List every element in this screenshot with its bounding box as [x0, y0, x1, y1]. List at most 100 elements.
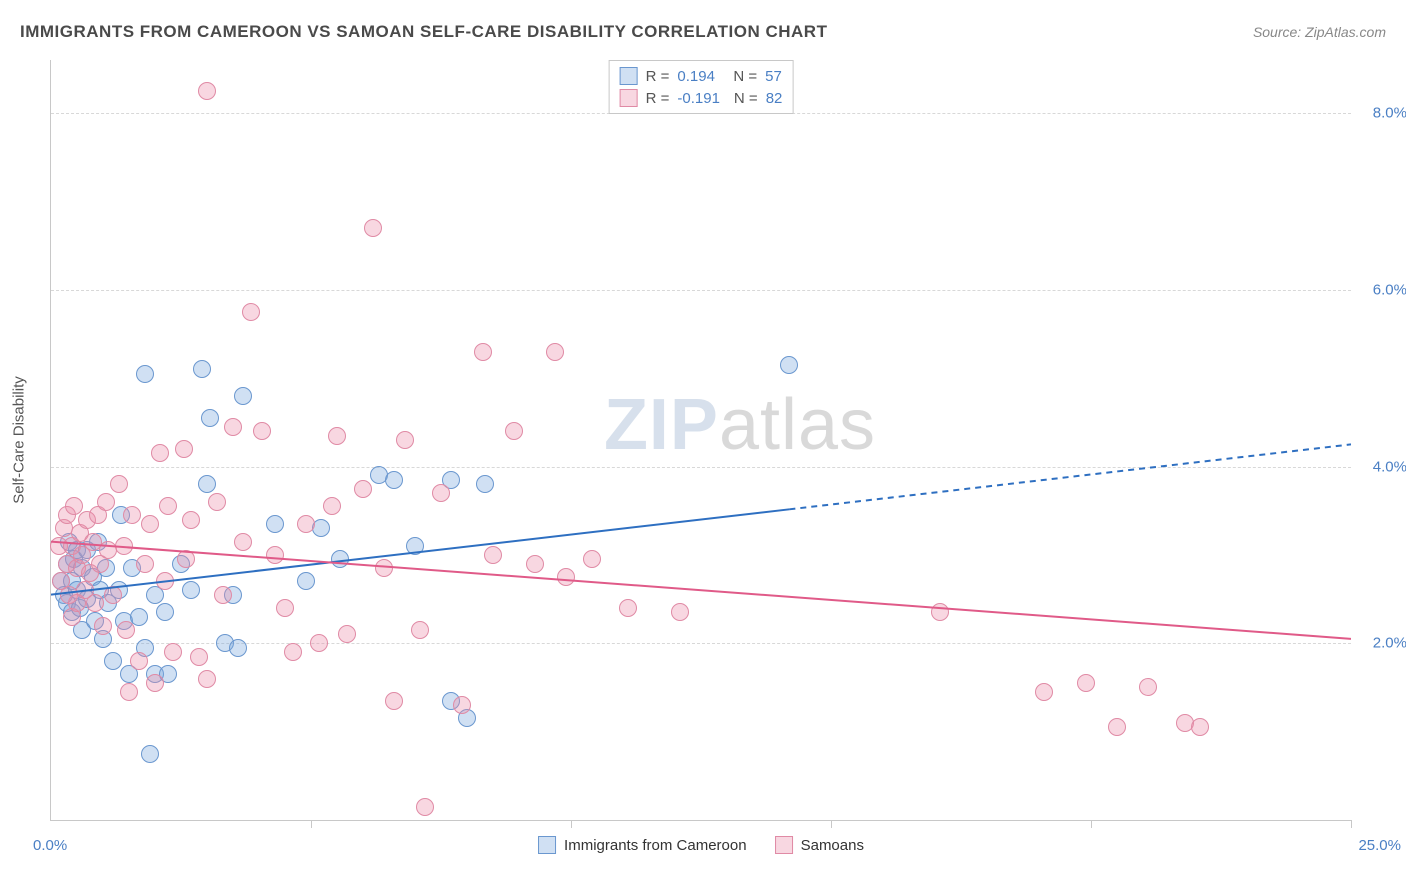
legend-stat-row-cameroon: R = 0.194 N = 57	[620, 65, 783, 87]
scatter-plot-area: Self-Care Disability ZIPatlas R = 0.194N…	[50, 60, 1351, 821]
scatter-point-samoans	[1077, 674, 1095, 692]
r-label: R =	[646, 90, 670, 107]
legend-series-label: Immigrants from Cameroon	[564, 837, 747, 854]
x-tick	[831, 820, 832, 828]
n-value: 57	[765, 68, 782, 85]
scatter-point-samoans	[253, 422, 271, 440]
scatter-point-samoans	[266, 546, 284, 564]
scatter-point-cameroon	[229, 639, 247, 657]
scatter-point-samoans	[175, 440, 193, 458]
n-label: N =	[734, 90, 758, 107]
scatter-point-samoans	[375, 559, 393, 577]
scatter-point-samoans	[224, 418, 242, 436]
scatter-point-samoans	[208, 493, 226, 511]
scatter-point-samoans	[505, 422, 523, 440]
scatter-point-samoans	[526, 555, 544, 573]
scatter-point-samoans	[338, 625, 356, 643]
scatter-point-samoans	[214, 586, 232, 604]
scatter-point-samoans	[323, 497, 341, 515]
scatter-point-samoans	[177, 550, 195, 568]
gridline-h	[51, 467, 1351, 468]
legend-stat-row-samoans: R = -0.191 N = 82	[620, 87, 783, 109]
scatter-point-cameroon	[476, 475, 494, 493]
scatter-point-samoans	[284, 643, 302, 661]
y-axis-title: Self-Care Disability	[11, 376, 28, 504]
scatter-point-samoans	[364, 219, 382, 237]
y-tick-label: 6.0%	[1357, 281, 1406, 298]
x-tick	[1351, 820, 1352, 828]
scatter-point-samoans	[86, 594, 104, 612]
scatter-point-samoans	[276, 599, 294, 617]
trend-lines	[51, 60, 1351, 820]
scatter-point-samoans	[115, 537, 133, 555]
r-value: -0.191	[677, 90, 720, 107]
legend-series-label: Samoans	[801, 837, 864, 854]
legend-swatch	[775, 836, 793, 854]
scatter-point-samoans	[453, 696, 471, 714]
scatter-point-samoans	[190, 648, 208, 666]
scatter-point-cameroon	[198, 475, 216, 493]
scatter-point-samoans	[182, 511, 200, 529]
scatter-point-samoans	[1139, 678, 1157, 696]
trendline-cameroon-dashed	[789, 444, 1351, 509]
scatter-point-cameroon	[234, 387, 252, 405]
scatter-point-cameroon	[266, 515, 284, 533]
scatter-point-samoans	[432, 484, 450, 502]
scatter-point-samoans	[136, 555, 154, 573]
scatter-point-samoans	[484, 546, 502, 564]
r-value: 0.194	[677, 68, 719, 85]
scatter-point-samoans	[619, 599, 637, 617]
legend-swatch	[620, 89, 638, 107]
series-legend: Immigrants from Cameroon Samoans	[538, 836, 864, 854]
scatter-point-samoans	[242, 303, 260, 321]
scatter-point-samoans	[234, 533, 252, 551]
scatter-point-samoans	[156, 572, 174, 590]
scatter-point-cameroon	[136, 365, 154, 383]
scatter-point-cameroon	[385, 471, 403, 489]
scatter-point-samoans	[328, 427, 346, 445]
scatter-point-cameroon	[141, 745, 159, 763]
scatter-point-samoans	[310, 634, 328, 652]
scatter-point-cameroon	[297, 572, 315, 590]
scatter-point-samoans	[198, 670, 216, 688]
scatter-point-cameroon	[156, 603, 174, 621]
scatter-point-samoans	[97, 493, 115, 511]
scatter-point-samoans	[120, 683, 138, 701]
scatter-point-samoans	[354, 480, 372, 498]
scatter-point-samoans	[583, 550, 601, 568]
scatter-point-samoans	[411, 621, 429, 639]
scatter-point-samoans	[94, 617, 112, 635]
legend-series-samoans: Samoans	[775, 836, 864, 854]
scatter-point-samoans	[474, 343, 492, 361]
scatter-point-cameroon	[193, 360, 211, 378]
chart-title: IMMIGRANTS FROM CAMEROON VS SAMOAN SELF-…	[20, 22, 827, 42]
y-tick-label: 8.0%	[1357, 105, 1406, 122]
scatter-point-samoans	[1191, 718, 1209, 736]
scatter-point-samoans	[141, 515, 159, 533]
n-label: N =	[733, 68, 757, 85]
correlation-legend: R = 0.194 N = 57 R = -0.191 N = 82	[609, 60, 794, 114]
scatter-point-samoans	[198, 82, 216, 100]
x-tick	[571, 820, 572, 828]
legend-swatch	[538, 836, 556, 854]
y-tick-label: 2.0%	[1357, 635, 1406, 652]
scatter-point-samoans	[159, 497, 177, 515]
scatter-point-samoans	[557, 568, 575, 586]
n-value: 82	[766, 90, 783, 107]
scatter-point-samoans	[297, 515, 315, 533]
scatter-point-cameroon	[331, 550, 349, 568]
watermark-part-1: ZIP	[604, 385, 719, 465]
legend-series-cameroon: Immigrants from Cameroon	[538, 836, 747, 854]
scatter-point-cameroon	[201, 409, 219, 427]
scatter-point-samoans	[146, 674, 164, 692]
r-label: R =	[646, 68, 670, 85]
scatter-point-samoans	[1035, 683, 1053, 701]
legend-swatch	[620, 67, 638, 85]
scatter-point-samoans	[931, 603, 949, 621]
scatter-point-samoans	[123, 506, 141, 524]
scatter-point-samoans	[117, 621, 135, 639]
scatter-point-samoans	[110, 475, 128, 493]
scatter-point-cameroon	[406, 537, 424, 555]
scatter-point-cameroon	[182, 581, 200, 599]
x-axis-min-label: 0.0%	[33, 837, 67, 854]
